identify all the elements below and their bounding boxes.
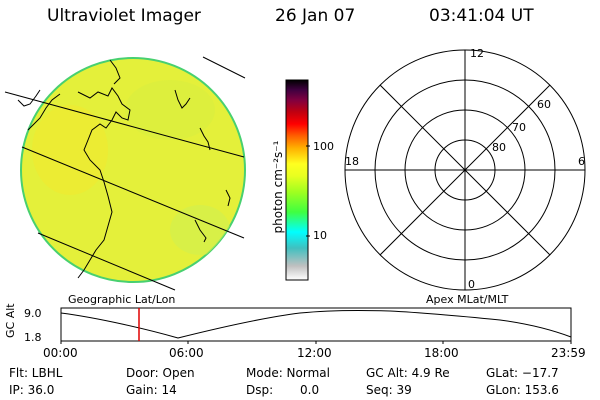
- earth-panel-caption: Geographic Lat/Lon: [68, 293, 176, 306]
- polar-hour-bottom: 0: [468, 278, 475, 291]
- status-mode: Mode: Normal: [246, 366, 330, 380]
- status-seq: Seq: 39: [366, 383, 412, 397]
- coastline-outline: [17, 59, 231, 279]
- status-glon: GLon: 153.6: [486, 383, 559, 397]
- colorbar-tick-100: 100: [313, 140, 334, 153]
- status-ip: IP: 36.0: [9, 383, 55, 397]
- date-label: 26 Jan 07: [275, 6, 356, 26]
- status-dsp-label: Dsp:: [246, 383, 274, 397]
- status-filter: Flt: LBHL: [9, 366, 63, 380]
- polar-panel-caption: Apex MLat/MLT: [426, 293, 509, 306]
- altitude-ylabel: GC Alt: [4, 303, 17, 338]
- altitude-plot-frame: [60, 307, 572, 342]
- colorbar-tick-10: 10: [313, 229, 327, 242]
- altitude-curve: [60, 309, 572, 339]
- status-door: Door: Open: [126, 366, 195, 380]
- polar-ring-label-80: 80: [492, 141, 506, 154]
- colorbar-gradient: [285, 79, 309, 281]
- polar-hour-right: 6: [578, 155, 585, 168]
- altitude-xtick-2: 12:00: [297, 346, 332, 360]
- instrument-title: Ultraviolet Imager: [47, 6, 201, 26]
- polar-diagonal-2: [379, 84, 551, 256]
- orbit-track-lines: [4, 56, 246, 291]
- status-gc-alt: GC Alt: 4.9 Re: [366, 366, 450, 380]
- polar-ring-label-70: 70: [512, 121, 526, 134]
- altitude-xtick-4: 23:59: [551, 346, 586, 360]
- altitude-ytick-low: 1.8: [24, 331, 42, 344]
- altitude-xtick-1: 06:00: [169, 346, 204, 360]
- status-glat: GLat: −17.7: [486, 366, 559, 380]
- polar-hour-top: 12: [470, 47, 484, 60]
- status-gain: Gain: 14: [126, 383, 177, 397]
- altitude-xtick-0: 00:00: [43, 346, 78, 360]
- polar-hour-left: 18: [345, 155, 359, 168]
- altitude-xtick-3: 18:00: [424, 346, 459, 360]
- time-label: 03:41:04 UT: [429, 6, 534, 26]
- status-dsp-value: 0.0: [300, 383, 320, 397]
- altitude-ytick-high: 9.0: [24, 307, 42, 320]
- polar-ring-label-60: 60: [537, 98, 551, 111]
